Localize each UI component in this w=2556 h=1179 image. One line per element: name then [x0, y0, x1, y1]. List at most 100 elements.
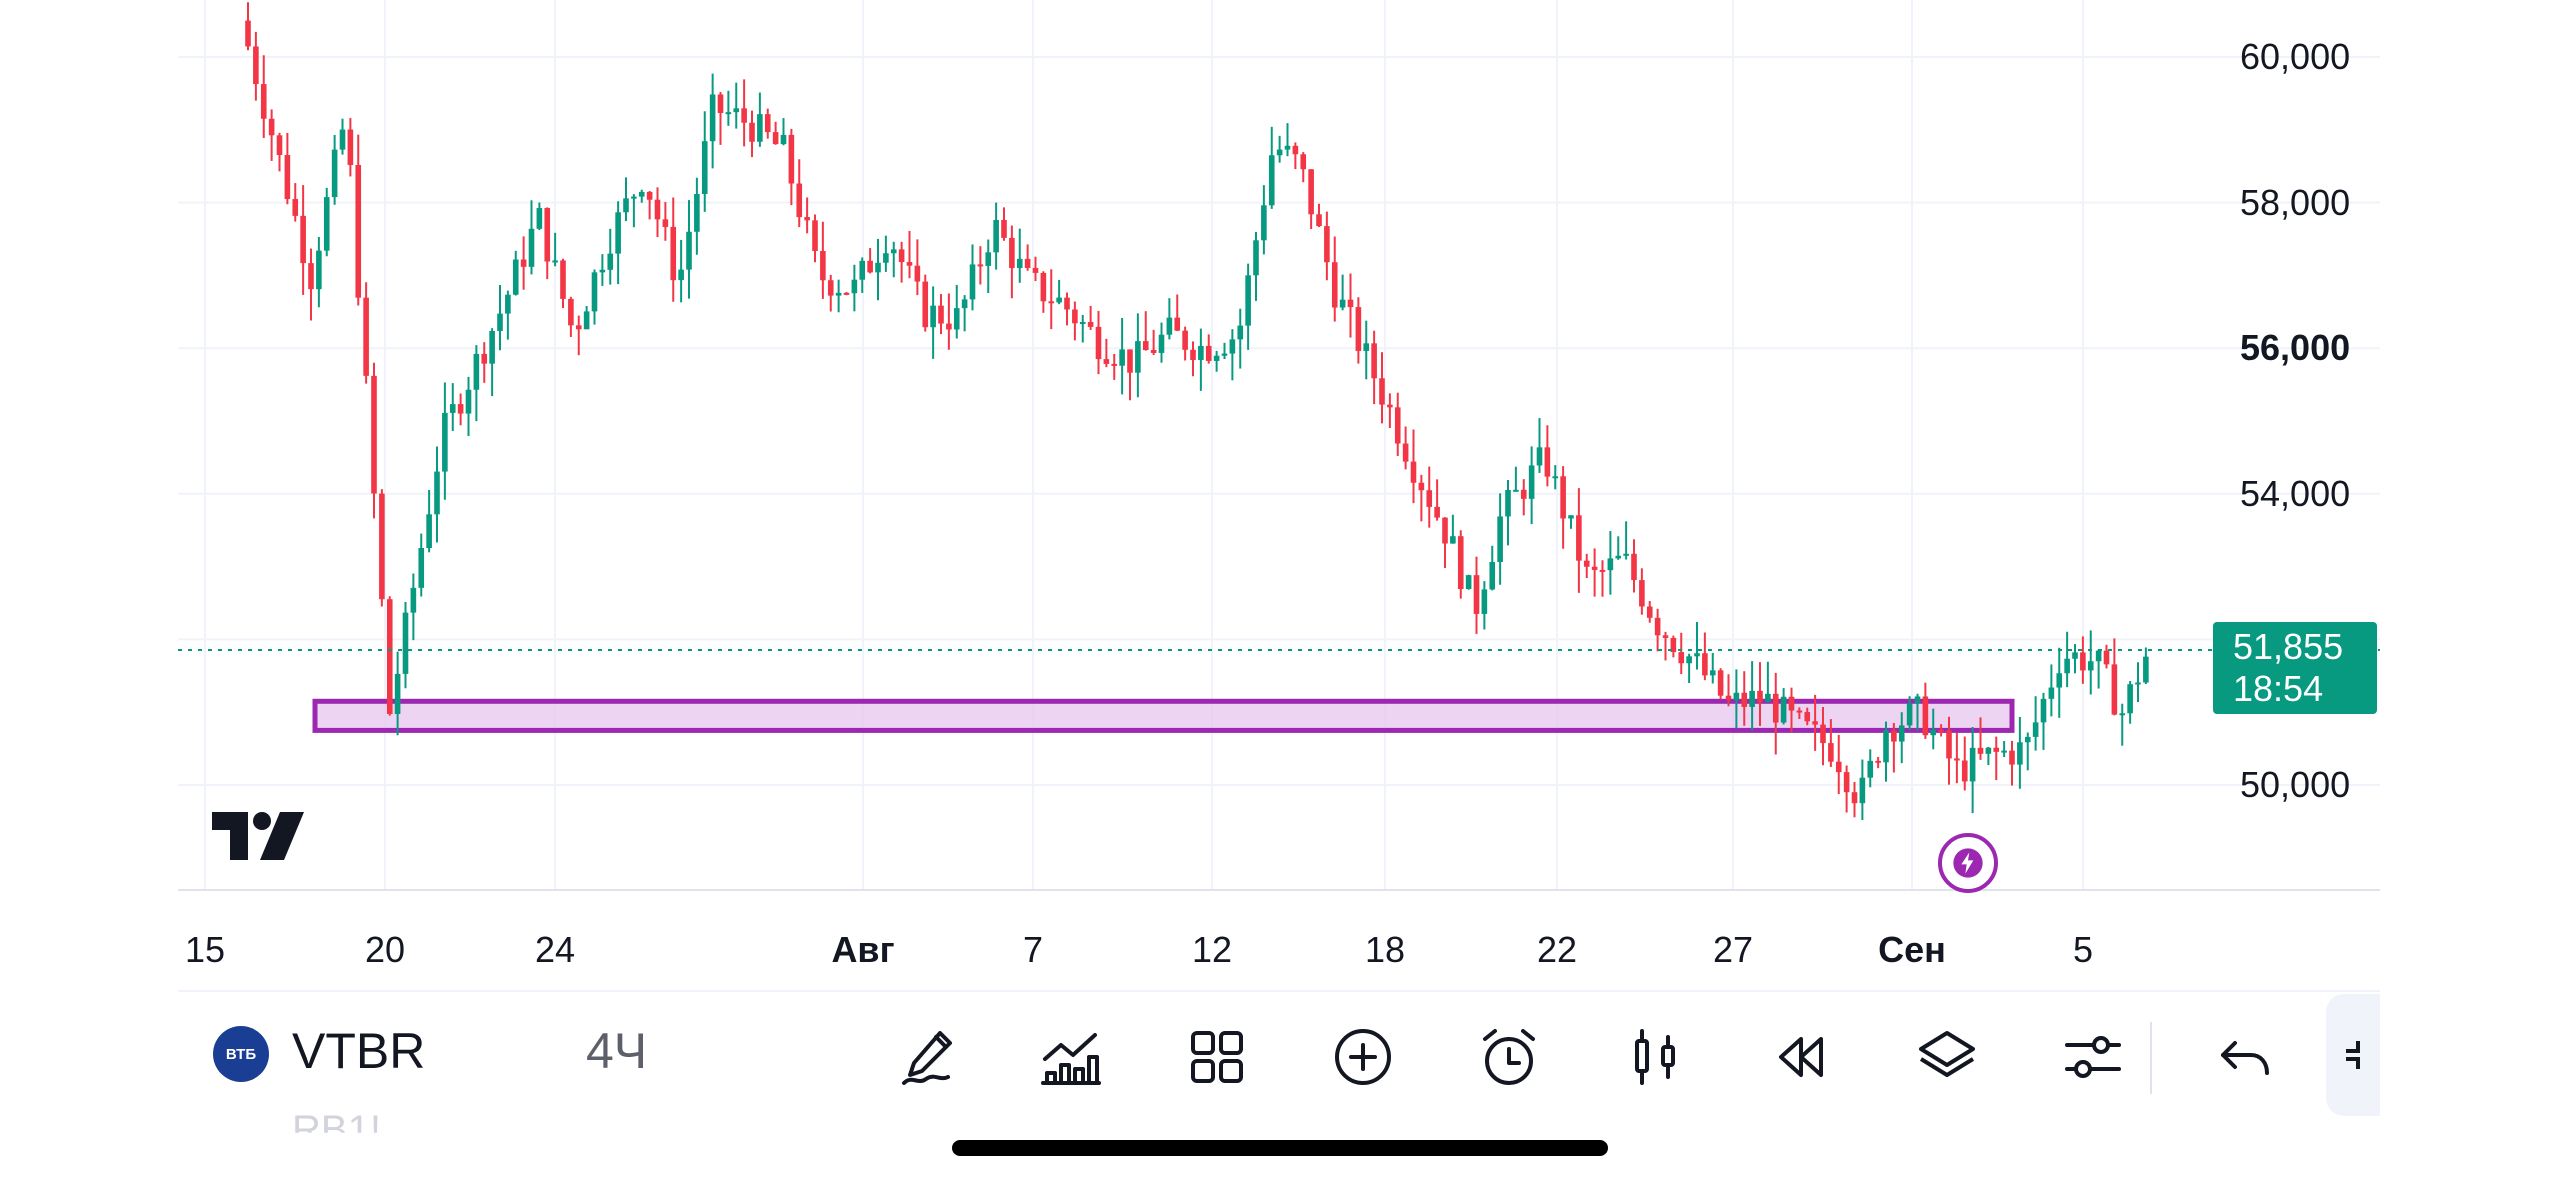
candle-body: [1016, 258, 1023, 269]
candle-body: [1993, 747, 2000, 752]
undo-icon[interactable]: [2210, 1022, 2280, 1092]
replay-icon[interactable]: [1766, 1022, 1836, 1092]
candle-body: [1741, 692, 1748, 707]
candle-body: [1851, 792, 1858, 804]
candle-body: [2048, 687, 2055, 699]
candle-body: [505, 294, 511, 314]
candle-body: [1465, 575, 1472, 589]
candle-body: [1268, 155, 1275, 206]
home-indicator[interactable]: [952, 1140, 1608, 1156]
candle-body: [1946, 730, 1952, 759]
candle-body: [1347, 299, 1354, 308]
candle-body: [662, 219, 669, 227]
layers-icon[interactable]: [1912, 1022, 1982, 1092]
bottom-toolbar: ВТБ VTBR 4Ч: [178, 990, 2380, 1122]
candle-body: [308, 263, 314, 290]
candle-body: [512, 259, 519, 295]
lightning-icon[interactable]: [1938, 833, 1998, 893]
candle-body: [1544, 447, 1551, 477]
price-axis-label: 60,000: [2240, 36, 2351, 77]
candle-body: [969, 264, 976, 300]
candle-body: [583, 311, 590, 330]
tradingview-logo[interactable]: [212, 812, 304, 865]
candle-body: [1308, 169, 1314, 215]
candle-body: [599, 269, 606, 273]
candle-body: [812, 220, 818, 252]
add-icon[interactable]: [1328, 1022, 1398, 1092]
candle-body: [615, 212, 621, 254]
candlestick-chart[interactable]: [178, 0, 2380, 990]
candle-body: [741, 108, 747, 123]
candle-body: [1560, 476, 1566, 519]
candle-body: [1473, 575, 1480, 614]
candle-body: [1914, 696, 1921, 704]
candle-body: [434, 471, 440, 515]
settings-icon[interactable]: [2058, 1022, 2128, 1092]
candle-body: [2064, 658, 2070, 674]
candle-body: [1867, 760, 1874, 778]
candle-body: [1804, 712, 1811, 722]
interval-selector[interactable]: 4Ч: [586, 1023, 648, 1079]
bar-countdown: 18:54: [2233, 668, 2324, 709]
candle-body: [2032, 722, 2039, 737]
candle-body: [1520, 489, 1527, 499]
chart-type-icon[interactable]: [1620, 1022, 1690, 1092]
candle-body: [1922, 696, 1929, 736]
candle-body: [323, 197, 330, 251]
candle-body: [1717, 670, 1724, 696]
candle-body: [1757, 690, 1763, 703]
candle-body: [253, 46, 259, 85]
chart-pane[interactable]: [178, 0, 2380, 990]
candle-body: [1820, 724, 1826, 744]
candle-body: [2072, 652, 2078, 659]
alert-icon[interactable]: [1474, 1022, 1544, 1092]
symbol-logo[interactable]: ВТБ: [213, 1026, 269, 1082]
candle-body: [953, 308, 960, 330]
time-axis-label: 12: [1191, 929, 1233, 970]
candle-body: [1969, 747, 1976, 782]
candle-body: [2127, 684, 2133, 714]
price-axis-label: 54,000: [2240, 472, 2351, 514]
candle-body: [2001, 750, 2007, 753]
candle-body: [2056, 673, 2063, 688]
candle-body: [1891, 730, 1897, 742]
candle-body: [1812, 721, 1818, 725]
candle-body: [1607, 558, 1614, 571]
candle-body: [843, 292, 850, 295]
candle-body: [1552, 476, 1559, 479]
candle-body: [1237, 325, 1244, 340]
candle-body: [1426, 490, 1433, 507]
candle-body: [2135, 682, 2141, 685]
candle-body: [300, 215, 306, 264]
candle-body: [1410, 461, 1417, 483]
candle-body: [1977, 747, 1984, 754]
candle-body: [1166, 317, 1173, 335]
candle-body: [1103, 359, 1110, 364]
brush-icon[interactable]: [893, 1022, 963, 1092]
candle-body: [1339, 299, 1346, 308]
candle-body: [914, 265, 921, 282]
candle-body: [757, 114, 763, 142]
candle-body: [1119, 349, 1125, 366]
candle-body: [1654, 617, 1661, 636]
candle-body: [1087, 322, 1094, 327]
candle-body: [2111, 664, 2118, 715]
candle-body: [2024, 736, 2031, 743]
candle-body: [1772, 693, 1779, 723]
candle-body: [331, 149, 338, 198]
candle-body: [906, 262, 913, 266]
candle-body: [426, 514, 432, 549]
expand-toolbar-icon[interactable]: [2326, 994, 2380, 1116]
candle-body: [1843, 772, 1850, 793]
candle-body: [2017, 742, 2023, 765]
candle-body: [1765, 693, 1771, 703]
candle-body: [946, 323, 952, 330]
layouts-icon[interactable]: [1182, 1022, 1252, 1092]
symbol-name[interactable]: VTBR: [292, 1023, 426, 1079]
candle-body: [442, 412, 448, 472]
candle-body: [1678, 652, 1685, 664]
candle-body: [347, 129, 354, 166]
candle-body: [1639, 580, 1645, 607]
candle-body: [796, 183, 803, 218]
indicators-icon[interactable]: [1036, 1022, 1106, 1092]
